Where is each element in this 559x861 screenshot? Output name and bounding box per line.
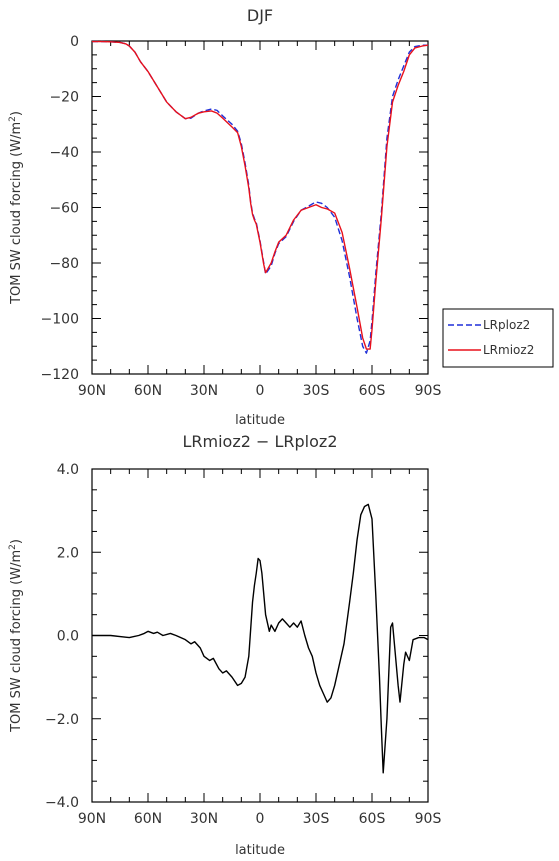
series-line-difference: [92, 503, 429, 774]
series-line-lrmioz2: [92, 40, 429, 350]
x-tick-label: 30S: [303, 811, 330, 827]
x-tick-label: 0: [256, 383, 265, 399]
y-tick-label: 0.0: [57, 629, 79, 645]
top-panel: DJF 90N 60N 30N 0 30S 60S 90S 0 −20 −40 −60 −80 −100 −…: [8, 6, 554, 428]
x-tick-label: 30N: [190, 383, 218, 399]
x-axis-label: latitude: [235, 413, 285, 428]
chart-title: DJF: [247, 6, 273, 25]
y-axis-label: TOM SW cloud forcing (W/m2): [8, 539, 24, 733]
x-tick-label: 90N: [78, 811, 106, 827]
x-tick-label: 60S: [359, 811, 386, 827]
y-tick-label: −20: [49, 90, 79, 106]
legend: LRploz2 LRmioz2: [442, 308, 554, 368]
x-tick-label: 60S: [359, 383, 386, 399]
x-axis-label: latitude: [235, 843, 285, 858]
plot-frame: [91, 40, 429, 375]
x-tick-label: 90S: [415, 383, 442, 399]
y-axis-label: TOM SW cloud forcing (W/m2): [8, 111, 24, 305]
bottom-panel: LRmioz2 − LRploz2 90N 60N 30N 0 30S 60S 90S 4.0 2…: [8, 432, 441, 858]
x-tick-label: 30N: [190, 811, 218, 827]
legend-box: [442, 308, 554, 368]
y-tick-label: −120: [41, 367, 79, 383]
x-tick-label: 60N: [134, 383, 162, 399]
x-tick-label: 30S: [303, 383, 330, 399]
y-tick-label: 4.0: [57, 462, 79, 478]
x-tick-label: 90N: [78, 383, 106, 399]
y-tick-label: 0: [70, 34, 79, 50]
y-tick-label: −100: [41, 312, 79, 328]
y-tick-label: −80: [49, 256, 79, 272]
y-tick-label: 2.0: [57, 545, 79, 561]
chart-title: LRmioz2 − LRploz2: [182, 432, 337, 451]
legend-label: LRmioz2: [483, 343, 534, 357]
series-line-lrploz2: [92, 40, 428, 354]
y-tick-label: −4.0: [45, 795, 79, 811]
y-tick-label: −2.0: [45, 712, 79, 728]
y-tick-label: −40: [49, 145, 79, 161]
x-tick-label: 0: [256, 811, 265, 827]
x-tick-label: 90S: [415, 811, 442, 827]
y-tick-label: −60: [49, 201, 79, 217]
x-tick-label: 60N: [134, 811, 162, 827]
legend-label: LRploz2: [483, 318, 530, 332]
